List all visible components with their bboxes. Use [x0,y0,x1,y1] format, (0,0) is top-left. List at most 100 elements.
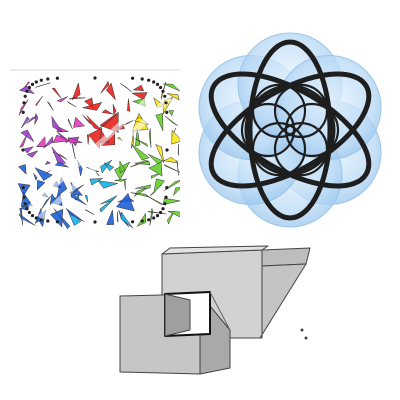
orbit-ring [247,39,333,221]
tiling-triangle [65,208,85,222]
vertex-dot [30,214,35,218]
vertex-dot [39,78,43,82]
vertex-dot [161,207,165,211]
tiling-triangle [89,178,103,186]
tiling-triangle [67,137,83,144]
tiling-triangle [130,92,148,100]
vertex-dot [140,77,144,81]
vertex-dot [165,110,169,114]
tiling-triangle [119,83,133,93]
tiling-triangle [20,116,30,129]
tiling-triangle [101,109,113,115]
tiling-triangle [68,97,86,100]
tiling-triangle [127,98,131,112]
vertex-dots [21,76,169,224]
tiling-triangle [47,101,54,112]
tiling-triangle [167,210,180,218]
tiling-triangle [20,129,35,142]
vertex-dot [159,210,163,215]
tiling-triangle [103,161,115,172]
tiling-triangle [51,87,62,99]
tiling-triangle [148,128,152,148]
tiling-triangle [51,146,67,164]
vertex-dot [164,101,168,105]
connector-edge [209,291,231,331]
tiling-triangle [18,164,27,175]
tiling-triangle [82,101,103,111]
stray-dot [300,328,304,332]
tiling-triangle [164,164,180,173]
vertex-dot [27,210,31,215]
inner-ring [284,102,340,158]
vertex-dot [152,80,156,84]
tiling-triangle [66,101,77,108]
vertex-dot [93,220,97,224]
tiling-triangle [70,191,87,206]
tiling-triangle [17,183,31,197]
vertex-dot [23,202,27,206]
vertex-dot [159,85,163,90]
tiling-triangle [135,128,141,147]
tiling-triangle [49,208,64,228]
tiling-triangle [146,195,164,205]
vertex-dot [21,148,25,152]
inner-ring [251,83,307,139]
tiling-triangle [176,160,179,176]
tiling-triangle [100,195,118,205]
tiling-triangle [56,96,68,103]
orbit-ring [208,71,372,189]
tiling-triangle [40,195,52,212]
tiling-triangle [54,161,69,168]
tiling-triangle [167,93,180,101]
tiling-triangle [162,157,179,164]
tiling-triangle [130,192,150,198]
vertex-dot [55,76,60,80]
tiling-triangle [120,211,134,229]
vertex-dot [27,85,31,90]
back-box-top-face [161,245,269,255]
tiling-triangle [52,134,71,144]
vertex-dot [140,219,144,223]
vertex-dot [34,216,38,220]
tiling-triangle [67,117,73,130]
vertex-dot [46,219,50,223]
tiling-triangle [86,115,103,131]
tiling-triangle [132,84,145,92]
ring-flower-figure [190,30,390,230]
triangle-tiling-figure [10,68,180,230]
tiling-triangle [71,82,81,101]
vertex-dot [164,195,168,199]
tiling-triangle [148,153,164,165]
vertex-dot [163,94,167,98]
tiling-triangle [115,192,135,212]
tiling-triangle [163,197,180,206]
vertex-dot [22,101,26,105]
tiling-triangle [117,211,119,223]
tiling-triangle [149,207,154,226]
vertex-dot [163,202,167,206]
vertex-dot [46,77,50,81]
tiling-triangle [177,144,179,156]
gray-boxes-figure [110,238,320,384]
tiling-triangle [147,210,167,215]
tiling-triangle [51,116,63,133]
tiling-triangle [153,178,166,195]
stray-dot [304,336,308,340]
tiling-triangle [106,82,116,101]
vertex-dot [34,80,38,84]
tiling-triangle [73,116,86,128]
vertex-dot [147,218,151,222]
tiling-triangle [168,110,175,117]
inner-ring [240,102,296,158]
vertex-dot [21,110,25,114]
tiling-triangle [43,135,54,149]
vertex-dot [131,76,135,80]
center-ring [244,84,336,176]
vertex-dot [30,82,35,86]
ring-flower-drawing [198,32,382,228]
tiling-triangle [167,210,175,225]
tiling-triangle [150,172,161,179]
tiling-triangle [34,167,53,181]
tiling-triangle [19,132,29,148]
back-box-top-ledge [261,247,311,267]
